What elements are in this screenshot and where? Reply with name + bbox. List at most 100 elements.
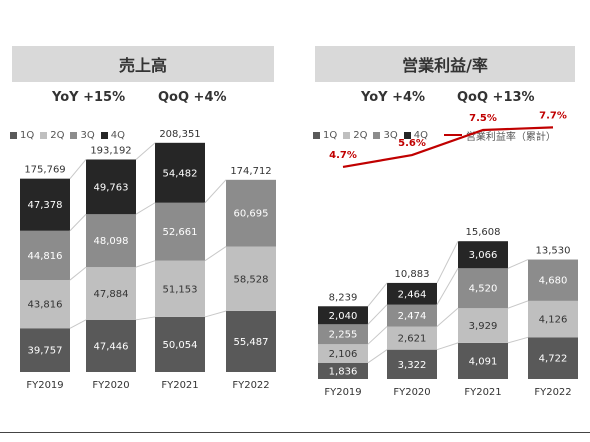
bar-label-1q: 3,322 <box>398 360 427 371</box>
bar-label-4q: 3,066 <box>469 250 498 261</box>
bar-segment-2q <box>458 308 508 343</box>
x-tick-label: FY2020 <box>393 387 430 398</box>
stack-connector <box>436 342 459 351</box>
bar-segment-2q <box>226 246 276 311</box>
bar-label-1q: 1,836 <box>329 366 358 377</box>
bottom-divider <box>0 432 590 433</box>
bar-label-3q: 4,520 <box>469 284 498 295</box>
legend-2q-label: 2Q <box>353 129 368 141</box>
bar-segment-3q <box>86 214 136 268</box>
profit-yoy: YoY +4% <box>361 90 426 105</box>
bar-label-1q: 47,446 <box>94 341 129 352</box>
legend-4q: 4Q <box>403 130 428 141</box>
bar-segment-1q <box>458 342 508 379</box>
total-label: 193,192 <box>90 145 131 156</box>
x-tick-label: FY2021 <box>464 387 501 398</box>
bar-label-3q: 44,816 <box>28 251 63 262</box>
legend-4q: 4Q <box>100 129 125 141</box>
total-label: 15,608 <box>466 227 501 238</box>
stack-connector <box>367 282 388 307</box>
stack-connector <box>367 326 388 345</box>
bar-label-1q: 4,722 <box>539 354 568 365</box>
legend-2q: 2Q <box>40 130 64 141</box>
sales-legend: 1Q 2Q 3Q 4Q <box>10 128 131 142</box>
bar-segment-1q <box>86 319 136 372</box>
bar-label-4q: 49,763 <box>94 182 129 193</box>
bar-segment-3q <box>458 268 508 309</box>
stack-connector <box>507 336 529 344</box>
profit-panel: 営業利益/率 YoY +4% QoQ +13% 1Q 2Q 3Q 4Q 営業利益… <box>295 0 590 442</box>
stack-connector <box>436 268 459 305</box>
bar-label-4q: 54,482 <box>163 168 198 179</box>
total-label: 208,351 <box>159 129 200 140</box>
bar-segment-1q <box>387 349 437 379</box>
x-tick-label: FY2020 <box>92 380 129 391</box>
margin-line-label: 5.6% <box>398 138 426 149</box>
legend-1q: 1Q <box>10 130 34 141</box>
legend-4q-swatch <box>100 131 108 139</box>
bar-segment-1q <box>20 328 70 372</box>
bar-label-1q: 39,757 <box>28 346 63 357</box>
bar-label-3q: 60,695 <box>234 209 269 220</box>
stack-connector <box>69 213 87 232</box>
bar-segment-2q <box>20 280 70 329</box>
sales-yoy: YoY +15% <box>52 90 126 105</box>
profit-title: 営業利益/率 <box>315 46 575 82</box>
legend-2q-swatch <box>343 131 351 139</box>
bar-label-3q: 48,098 <box>94 236 129 247</box>
sales-title: 売上高 <box>12 46 274 82</box>
stack-connector <box>69 319 87 329</box>
bar-label-3q: 52,661 <box>163 227 198 238</box>
bar-segment-1q <box>318 362 368 379</box>
total-label: 175,769 <box>24 165 65 176</box>
legend-1q-swatch <box>313 131 320 139</box>
stack-connector <box>135 202 156 215</box>
bar-label-4q: 2,040 <box>329 311 358 322</box>
legend-1q-label: 1Q <box>323 129 338 141</box>
stack-connector <box>135 260 156 268</box>
x-tick-label: FY2019 <box>324 387 361 398</box>
legend-2q-swatch <box>40 131 48 139</box>
legend-4q-label: 4Q <box>110 129 125 141</box>
bar-segment-3q <box>387 304 437 327</box>
stack-connector <box>204 179 227 204</box>
bar-segment-1q <box>528 337 578 379</box>
bar-label-1q: 50,054 <box>163 340 198 351</box>
bar-label-4q: 2,464 <box>398 289 427 300</box>
stack-connector <box>135 142 156 160</box>
stack-connector <box>204 310 227 318</box>
bar-segment-4q <box>86 159 136 215</box>
legend-2q-label: 2Q <box>50 129 65 141</box>
bar-label-2q: 2,106 <box>329 349 358 360</box>
stack-connector <box>507 259 529 269</box>
bar-segment-3q <box>528 259 578 301</box>
x-tick-label: FY2022 <box>232 380 269 391</box>
bar-segment-2q <box>318 344 368 363</box>
bar-label-3q: 4,680 <box>539 276 568 287</box>
profit-legend: 1Q 2Q 3Q 4Q 営業利益率（累計） <box>313 128 562 143</box>
bar-label-3q: 2,474 <box>398 311 427 322</box>
legend-margin-line: 営業利益率（累計） <box>434 128 556 143</box>
total-label: 10,883 <box>395 269 430 280</box>
x-tick-label: FY2022 <box>534 387 571 398</box>
bar-label-2q: 4,126 <box>539 315 568 326</box>
bar-segment-1q <box>226 310 276 372</box>
stack-connector <box>436 240 459 284</box>
profit-qoq: QoQ +13% <box>457 90 535 105</box>
x-tick-label: FY2021 <box>161 380 198 391</box>
total-label: 8,239 <box>329 292 358 303</box>
legend-1q-label: 1Q <box>20 129 35 141</box>
legend-2q: 2Q <box>343 130 367 141</box>
stack-connector <box>367 304 388 325</box>
bar-segment-3q <box>226 179 276 247</box>
bar-segment-2q <box>528 300 578 338</box>
bar-label-4q: 47,378 <box>28 200 63 211</box>
stack-connector <box>69 266 87 281</box>
bar-label-2q: 43,816 <box>28 300 63 311</box>
stack-connector <box>367 349 388 364</box>
legend-3q: 3Q <box>70 130 95 141</box>
bar-segment-2q <box>387 326 437 350</box>
legend-line-swatch <box>443 134 462 136</box>
bar-segment-2q <box>86 267 136 320</box>
